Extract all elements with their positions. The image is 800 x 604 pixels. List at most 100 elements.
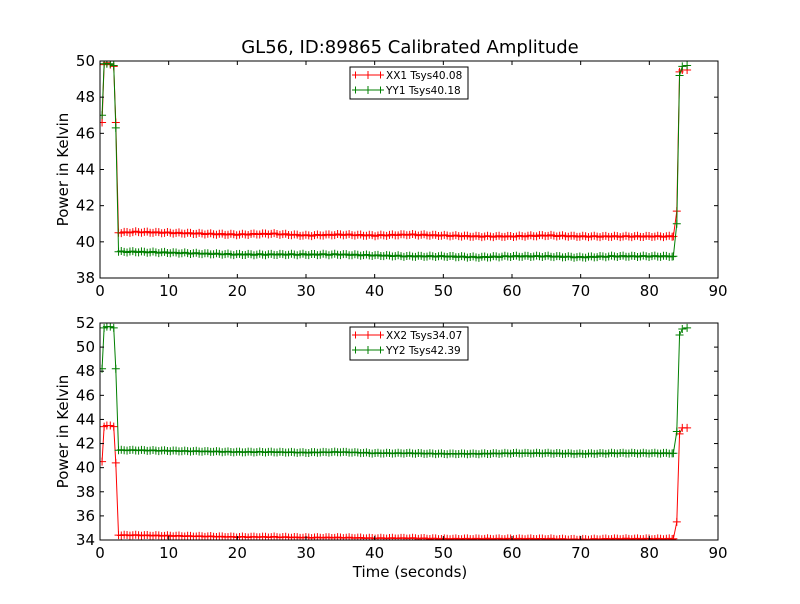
data-point bbox=[678, 325, 687, 334]
legend: XX1 Tsys40.08 YY1 Tsys40.18 bbox=[349, 66, 469, 100]
legend-marker bbox=[352, 331, 359, 339]
data-point bbox=[106, 323, 115, 331]
x-tick-label: 40 bbox=[365, 282, 384, 300]
chart-title: GL56, ID:89865 Calibrated Amplitude bbox=[241, 37, 579, 58]
series-2 bbox=[100, 323, 692, 459]
data-point bbox=[683, 323, 692, 332]
legend-label: YY1 Tsys40.18 bbox=[385, 85, 461, 97]
data-point bbox=[672, 517, 681, 526]
legend-marker bbox=[352, 71, 359, 79]
legend: XX2 Tsys34.07 YY2 Tsys42.39 bbox=[349, 326, 469, 361]
y-tick-label: 46 bbox=[76, 124, 95, 142]
data-point bbox=[109, 323, 118, 332]
series-2 bbox=[100, 61, 692, 262]
y-tick-label: 46 bbox=[76, 386, 95, 404]
plot-area bbox=[100, 61, 692, 262]
legend-marker bbox=[377, 346, 384, 354]
series-1 bbox=[100, 421, 692, 540]
data-point bbox=[669, 449, 678, 458]
axes-frame bbox=[99, 322, 719, 541]
data-point bbox=[672, 219, 681, 228]
series-markers bbox=[100, 61, 692, 262]
legend-marker bbox=[352, 86, 359, 94]
data-point bbox=[683, 423, 692, 432]
series-line bbox=[101, 424, 688, 540]
data-point bbox=[672, 427, 681, 436]
legend-entry: YY2 Tsys42.39 bbox=[352, 345, 461, 357]
x-axis-label: Time (seconds) bbox=[352, 563, 468, 581]
x-tick-label: 0 bbox=[95, 282, 105, 300]
x-tick-label: 70 bbox=[571, 282, 590, 300]
data-point bbox=[675, 331, 684, 340]
data-point bbox=[100, 111, 107, 120]
x-tick-label: 0 bbox=[95, 544, 105, 562]
x-tick-label: 80 bbox=[640, 282, 659, 300]
x-tick-label: 70 bbox=[571, 544, 590, 562]
legend-label: YY2 Tsys42.39 bbox=[385, 345, 461, 357]
y-tick-label: 48 bbox=[76, 362, 95, 380]
legend-entry: YY1 Tsys40.18 bbox=[352, 85, 461, 97]
legend-marker bbox=[364, 71, 372, 79]
legend-label: XX1 Tsys40.08 bbox=[386, 70, 462, 82]
legend-label: XX2 Tsys34.07 bbox=[386, 330, 462, 342]
legend-marker bbox=[377, 71, 384, 79]
y-tick-label: 42 bbox=[76, 197, 95, 215]
data-point bbox=[669, 232, 678, 241]
x-tick-label: 90 bbox=[708, 282, 727, 300]
data-point bbox=[111, 458, 120, 467]
y-tick-label: 40 bbox=[76, 459, 95, 477]
x-tick-label: 80 bbox=[640, 544, 659, 562]
y-tick-label: 52 bbox=[76, 314, 95, 332]
data-point bbox=[683, 61, 692, 70]
y-tick-label: 40 bbox=[76, 233, 95, 251]
data-point bbox=[100, 118, 107, 127]
legend-box bbox=[349, 326, 469, 361]
legend-marker bbox=[364, 331, 372, 339]
y-tick-label: 44 bbox=[76, 161, 95, 179]
y-tick-label: 36 bbox=[76, 507, 95, 525]
y-tick-label: 34 bbox=[76, 531, 95, 549]
x-tick-label: 30 bbox=[296, 282, 315, 300]
y-axis-label: Power in Kelvin bbox=[54, 375, 72, 489]
data-point bbox=[109, 61, 118, 70]
legend-marker bbox=[352, 346, 359, 354]
series-markers bbox=[100, 421, 692, 540]
legend-marker bbox=[364, 346, 372, 354]
data-point bbox=[100, 457, 107, 466]
data-point bbox=[111, 123, 120, 132]
y-tick-label: 44 bbox=[76, 410, 95, 428]
data-point bbox=[669, 252, 678, 261]
x-tick-label: 20 bbox=[228, 544, 247, 562]
x-tick-label: 10 bbox=[159, 282, 178, 300]
data-point bbox=[675, 71, 684, 80]
x-tick-label: 60 bbox=[502, 282, 521, 300]
y-tick-label: 42 bbox=[76, 435, 95, 453]
series-1 bbox=[100, 61, 692, 242]
x-tick-label: 60 bbox=[502, 544, 521, 562]
data-point bbox=[111, 364, 120, 373]
y-tick-label: 48 bbox=[76, 88, 95, 106]
legend-marker bbox=[364, 86, 372, 94]
y-tick-label: 50 bbox=[76, 338, 95, 356]
x-tick-label: 50 bbox=[434, 544, 453, 562]
x-tick-label: 50 bbox=[434, 282, 453, 300]
bottom-panel: 0 10 20 30 40 50 60 70 80 90 34 36 38 40 42 44 46 48 50 52 P… bbox=[54, 314, 728, 562]
legend-marker bbox=[377, 86, 384, 94]
series-markers bbox=[100, 61, 692, 242]
y-axis-label: Power in Kelvin bbox=[54, 113, 72, 227]
legend-marker bbox=[377, 331, 384, 339]
y-tick-label: 38 bbox=[76, 483, 95, 501]
x-tick-label: 90 bbox=[708, 544, 727, 562]
x-tick-label: 30 bbox=[296, 544, 315, 562]
x-tick-label: 10 bbox=[159, 544, 178, 562]
data-point bbox=[678, 62, 687, 71]
y-tick-label: 50 bbox=[76, 52, 95, 70]
y-tick-label: 38 bbox=[76, 269, 95, 287]
data-point bbox=[109, 422, 118, 431]
series-markers bbox=[100, 323, 692, 459]
top-panel: 0 10 20 30 40 50 60 70 80 90 38 40 42 44 46 48 50 Power i… bbox=[54, 52, 728, 300]
x-tick-label: 20 bbox=[228, 282, 247, 300]
legend-entry: XX1 Tsys40.08 bbox=[352, 70, 462, 82]
